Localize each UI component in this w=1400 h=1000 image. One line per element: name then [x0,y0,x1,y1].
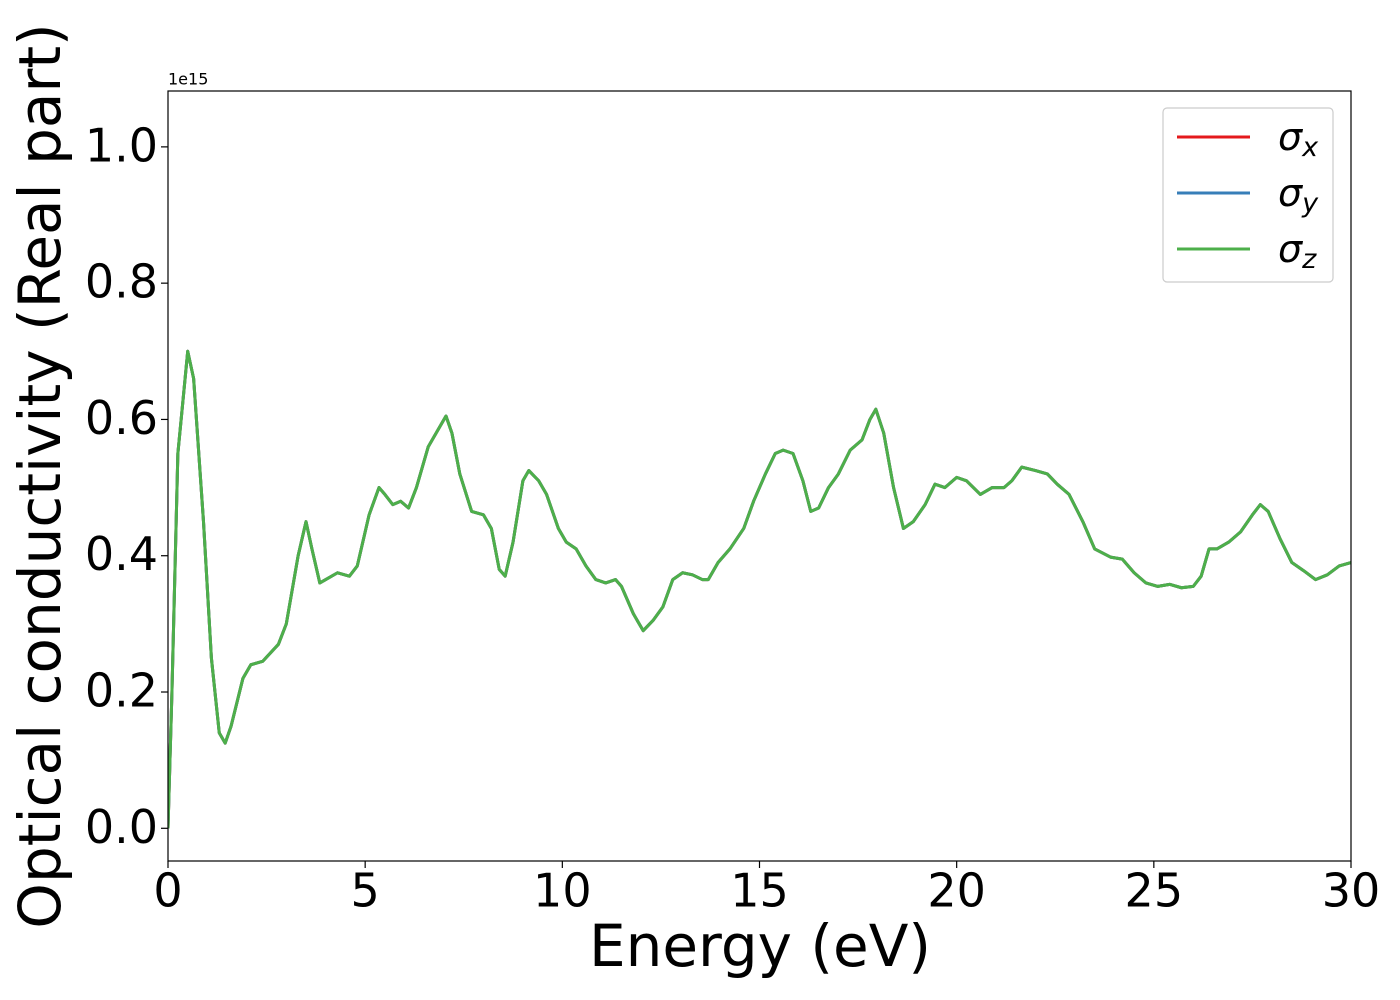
x-tick-label: 30 [1322,864,1381,918]
x-tick-label: 20 [927,864,986,918]
series-line [168,349,1351,829]
y-tick-label: 0.8 [85,255,158,309]
y-tick-label: 0.2 [85,664,158,718]
legend-label: σz [1278,227,1317,275]
x-tick-label: 10 [533,864,592,918]
y-tick-label: 0.4 [85,527,158,581]
plot-frame [167,90,1352,862]
x-axis-label: Energy (eV) [589,912,931,980]
legend-label: σx [1278,115,1319,163]
x-tick-label: 15 [730,864,789,918]
y-tick-label: 0.6 [85,391,158,445]
y-offset-text: 1e15 [168,70,208,89]
legend-box [1162,107,1334,283]
y-tick-label: 1.0 [85,118,158,172]
series-line [168,349,1351,829]
x-tick-label: 0 [153,864,182,918]
legend-label: σy [1278,171,1319,219]
y-tick-label: 0.0 [85,800,158,854]
series-line [168,349,1351,829]
x-tick-label: 5 [351,864,380,918]
x-tick-label: 25 [1125,864,1184,918]
y-axis-label: Optical conductivity (Real part) [6,23,74,928]
